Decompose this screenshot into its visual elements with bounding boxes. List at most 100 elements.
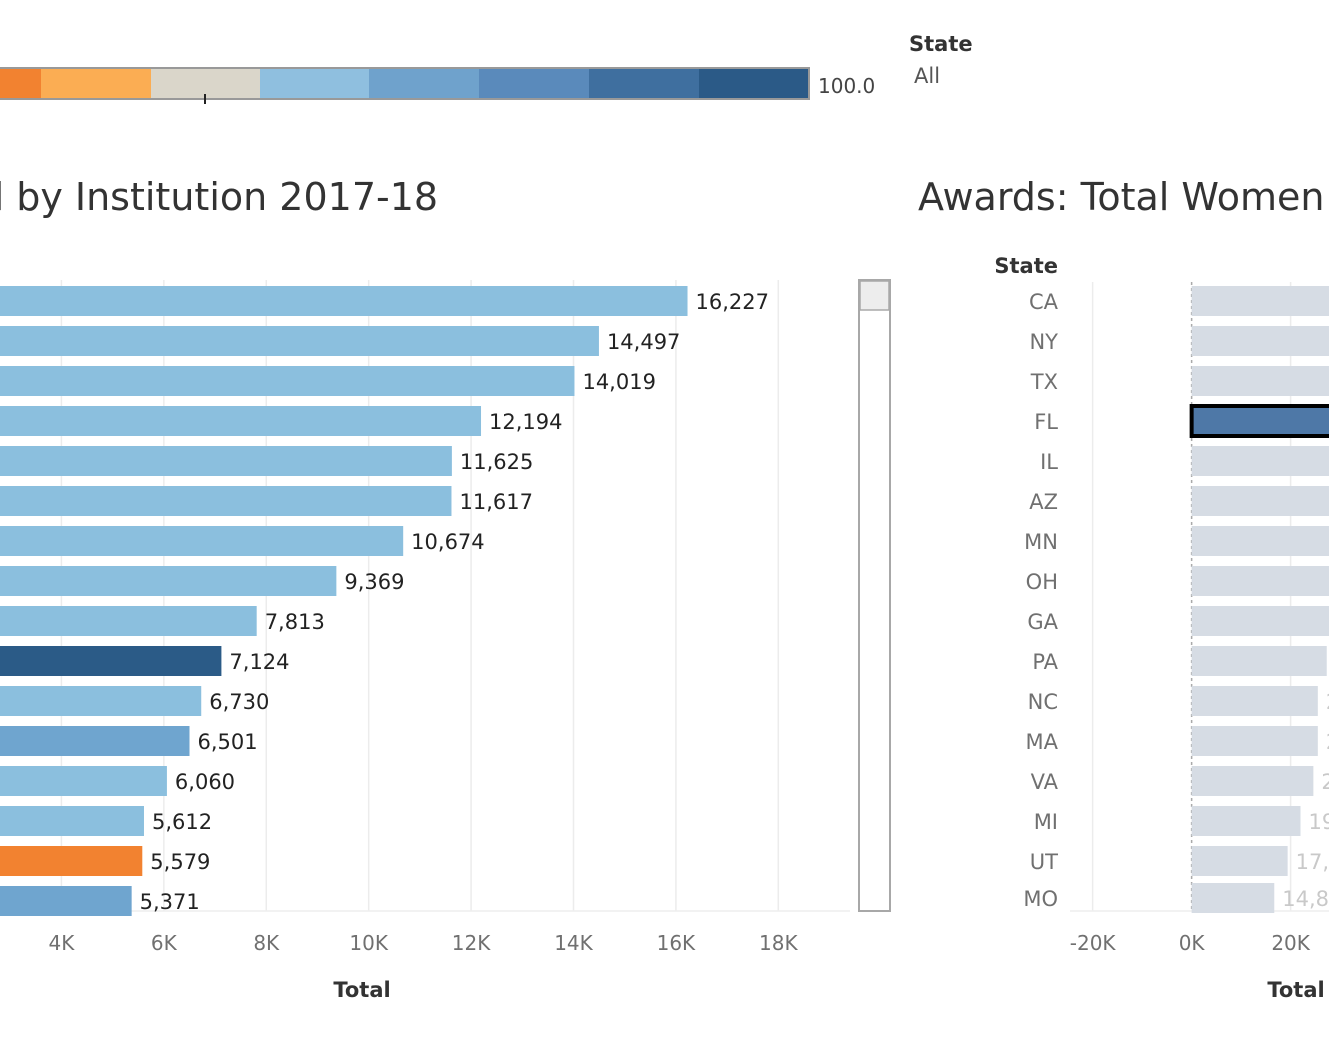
- state-label: UT: [1030, 850, 1058, 874]
- chart-x-axis-ticks: 4K 6K 8K 10K 12K 14K 16K 18K: [49, 931, 799, 955]
- legend-swatch: [589, 69, 699, 98]
- bar[interactable]: [1191, 446, 1329, 476]
- x-tick-label: 8K: [253, 931, 280, 955]
- legend-swatch: [0, 69, 41, 98]
- state-filter-value[interactable]: All: [914, 64, 940, 88]
- bar[interactable]: [0, 886, 132, 916]
- bar-value-label: 22: [1326, 690, 1329, 714]
- bar-value-label: 11,625: [460, 450, 533, 474]
- state-label: OH: [1026, 570, 1058, 594]
- bar[interactable]: [1191, 606, 1329, 636]
- x-tick-label: 6K: [151, 931, 178, 955]
- x-tick-label: 10K: [349, 931, 388, 955]
- bar[interactable]: [1191, 326, 1329, 356]
- x-axis-title-awards: Total: [1267, 978, 1324, 1002]
- bar-value-label: 6,501: [198, 730, 258, 754]
- state-label: PA: [1032, 650, 1058, 674]
- bar[interactable]: [1191, 526, 1329, 556]
- state-label: MO: [1023, 887, 1058, 911]
- bar-value-label: 21: [1321, 770, 1329, 794]
- bar[interactable]: [1191, 846, 1288, 876]
- x-tick-label: 12K: [452, 931, 491, 955]
- bar-value-label: 7,813: [265, 610, 325, 634]
- state-filter[interactable]: State All: [909, 32, 973, 88]
- bar[interactable]: [1191, 286, 1329, 316]
- bar[interactable]: [1191, 646, 1327, 676]
- bar[interactable]: [1191, 366, 1329, 396]
- bar[interactable]: [0, 326, 599, 356]
- state-label: NC: [1028, 690, 1058, 714]
- bar[interactable]: [0, 846, 143, 876]
- bar[interactable]: [0, 406, 482, 436]
- institution-bar-chart: 16,227 14,497 14,019 12,194 11,625 11,617 10,6…: [0, 280, 850, 1002]
- state-labels: CA NY TX FL IL AZ MN OH GA PA NC MA VA MI UT MO: [1023, 290, 1058, 911]
- bar[interactable]: [0, 486, 452, 516]
- bar[interactable]: [0, 446, 452, 476]
- bar-value-label: 5,371: [140, 890, 200, 914]
- state-label: TX: [1030, 370, 1058, 394]
- state-label: AZ: [1029, 490, 1058, 514]
- x-tick-label: -20K: [1070, 931, 1117, 955]
- state-filter-label: State: [909, 32, 973, 56]
- bar-value-label: 6,730: [209, 690, 269, 714]
- bar[interactable]: [1191, 806, 1301, 836]
- chart-bars: [0, 286, 688, 916]
- scrollbar-track[interactable]: [858, 279, 891, 912]
- bar[interactable]: [0, 686, 202, 716]
- state-label: MN: [1024, 530, 1058, 554]
- row-header-state: State: [994, 254, 1058, 278]
- bar[interactable]: [0, 526, 404, 556]
- x-tick-label: 0K: [1179, 931, 1206, 955]
- bar[interactable]: [1191, 726, 1318, 756]
- color-legend-end-label: 100.0: [818, 74, 875, 98]
- x-tick-label: 14K: [554, 931, 593, 955]
- x-tick-label: 4K: [49, 931, 76, 955]
- state-label: MI: [1034, 810, 1058, 834]
- bar-value-label: 5,579: [150, 850, 210, 874]
- bar[interactable]: [0, 366, 575, 396]
- bar-value-label: 17,2: [1296, 850, 1329, 874]
- bar[interactable]: [0, 766, 167, 796]
- chart-scrollbar[interactable]: [858, 279, 891, 912]
- bar[interactable]: [0, 726, 190, 756]
- bar[interactable]: [1191, 686, 1318, 716]
- bar-value-label: 6,060: [175, 770, 235, 794]
- bar-value-label: 16,227: [696, 290, 769, 314]
- bar[interactable]: [0, 286, 688, 316]
- state-label: MA: [1026, 730, 1059, 754]
- color-legend: 100.0: [0, 67, 875, 104]
- bar[interactable]: [1191, 883, 1275, 913]
- bar-value-label: 14,019: [582, 370, 655, 394]
- chart-data-labels: 16,227 14,497 14,019 12,194 11,625 11,617 10,6…: [140, 290, 769, 914]
- bar[interactable]: [1191, 486, 1329, 516]
- color-legend-frame: [0, 67, 810, 100]
- bar-value-label: 10,674: [411, 530, 484, 554]
- bar[interactable]: [1191, 566, 1329, 596]
- scrollbar-thumb[interactable]: [859, 280, 890, 311]
- bar-value-label: 22: [1326, 730, 1329, 754]
- bar[interactable]: [0, 566, 337, 596]
- bar-value-label: 14,84: [1282, 887, 1329, 911]
- bar[interactable]: [1191, 766, 1314, 796]
- bar-value-label: 7,124: [229, 650, 289, 674]
- legend-swatch: [41, 69, 151, 98]
- color-legend-swatches: [0, 69, 808, 98]
- bar[interactable]: [0, 606, 257, 636]
- chart-bars: [1189, 286, 1329, 913]
- state-label: IL: [1040, 450, 1058, 474]
- x-axis-title: Total: [333, 978, 390, 1002]
- chart-data-labels: 22222222119,17,214,84: [1282, 690, 1329, 911]
- legend-swatch: [369, 69, 479, 98]
- bar-value-label: 9,369: [344, 570, 404, 594]
- bar-value-label: 14,497: [607, 330, 680, 354]
- bar[interactable]: [0, 646, 222, 676]
- legend-swatch: [699, 69, 808, 98]
- state-label: VA: [1031, 770, 1059, 794]
- bar-selected[interactable]: [1189, 404, 1329, 438]
- chart-title-awards: Awards: Total Women: [918, 175, 1324, 219]
- bar[interactable]: [0, 806, 144, 836]
- state-label: NY: [1029, 330, 1058, 354]
- x-tick-label: 16K: [657, 931, 696, 955]
- bar-value-label: 11,617: [459, 490, 532, 514]
